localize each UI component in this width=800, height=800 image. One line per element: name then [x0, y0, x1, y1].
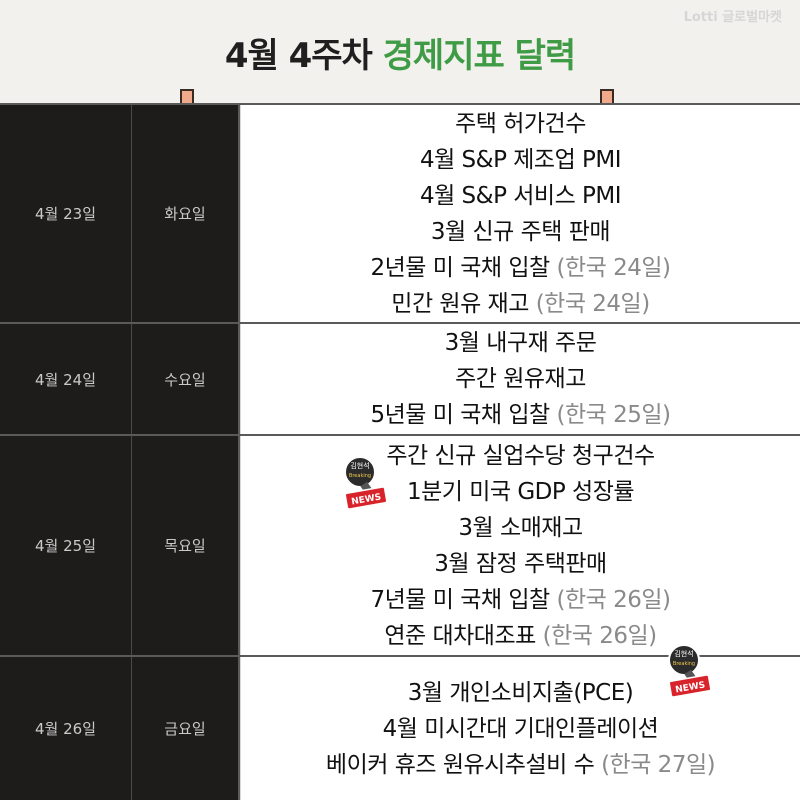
event-item: 3월 신규 주택 판매	[430, 218, 611, 245]
event-item: 4월 미시간대 기대인플레이션	[382, 715, 659, 742]
title-main: 4월 4주차	[224, 36, 383, 76]
breaking-news-sticker: 김현석 Breaking NEWS	[344, 456, 388, 510]
breaking-news-sticker: 김현석 Breaking NEWS	[668, 644, 712, 698]
event-item: 연준 대차대조표 (한국 26일)	[384, 622, 657, 649]
weekday-cell: 화요일	[132, 105, 240, 322]
date-cell: 4월 23일	[0, 105, 132, 322]
calendar-row: 4월 23일 화요일 주택 허가건수 4월 S&P 제조업 PMI 4월 S&P…	[0, 103, 800, 322]
event-item: 2년물 미 국채 입찰 (한국 24일)	[370, 254, 671, 281]
event-item: 민간 원유 재고 (한국 24일)	[391, 290, 650, 317]
svg-text:Breaking: Breaking	[673, 661, 695, 667]
calendar-row: 4월 25일 목요일 주간 신규 실업수당 청구건수 1분기 미국 GDP 성장…	[0, 434, 800, 655]
event-item: 3월 소매재고	[458, 514, 583, 541]
event-item: 1분기 미국 GDP 성장률	[406, 478, 635, 505]
date-cell: 4월 25일	[0, 436, 132, 655]
page-title: 4월 4주차 경제지표 달력	[0, 28, 800, 77]
event-item: 3월 잠정 주택판매	[434, 550, 607, 577]
events-cell: 주간 신규 실업수당 청구건수 1분기 미국 GDP 성장률 3월 소매재고 3…	[240, 436, 800, 655]
event-item: 4월 S&P 서비스 PMI	[419, 182, 622, 209]
event-item: 7년물 미 국채 입찰 (한국 26일)	[370, 586, 671, 613]
event-item: 4월 S&P 제조업 PMI	[419, 146, 622, 173]
event-item: 베이커 휴즈 원유시추설비 수 (한국 27일)	[325, 751, 716, 778]
event-item: 주간 신규 실업수당 청구건수	[386, 442, 655, 469]
event-item: 5년물 미 국채 입찰 (한국 25일)	[370, 402, 671, 428]
header: Lotti 글로벌마켓 4월 4주차 경제지표 달력	[0, 0, 800, 103]
date-cell: 4월 26일	[0, 657, 132, 800]
event-item: 3월 개인소비지출(PCE)	[407, 679, 634, 706]
event-item: 3월 내구재 주문	[444, 330, 597, 356]
date-cell: 4월 24일	[0, 324, 132, 434]
events-cell: 주택 허가건수 4월 S&P 제조업 PMI 4월 S&P 서비스 PMI 3월…	[240, 105, 800, 322]
events-cell: 3월 내구재 주문 주간 원유재고 5년물 미 국채 입찰 (한국 25일)	[240, 324, 800, 434]
calendar-row: 4월 24일 수요일 3월 내구재 주문 주간 원유재고 5년물 미 국채 입찰…	[0, 322, 800, 434]
brand-logo: Lotti 글로벌마켓	[683, 10, 782, 25]
weekday-cell: 금요일	[132, 657, 240, 800]
title-accent: 경제지표 달력	[382, 36, 577, 76]
svg-text:김현석: 김현석	[350, 461, 369, 470]
svg-text:김현석: 김현석	[674, 649, 693, 658]
weekday-cell: 목요일	[132, 436, 240, 655]
event-item: 주택 허가건수	[455, 110, 586, 137]
weekday-cell: 수요일	[132, 324, 240, 434]
event-item: 주간 원유재고	[455, 366, 586, 392]
svg-text:Breaking: Breaking	[349, 473, 371, 479]
